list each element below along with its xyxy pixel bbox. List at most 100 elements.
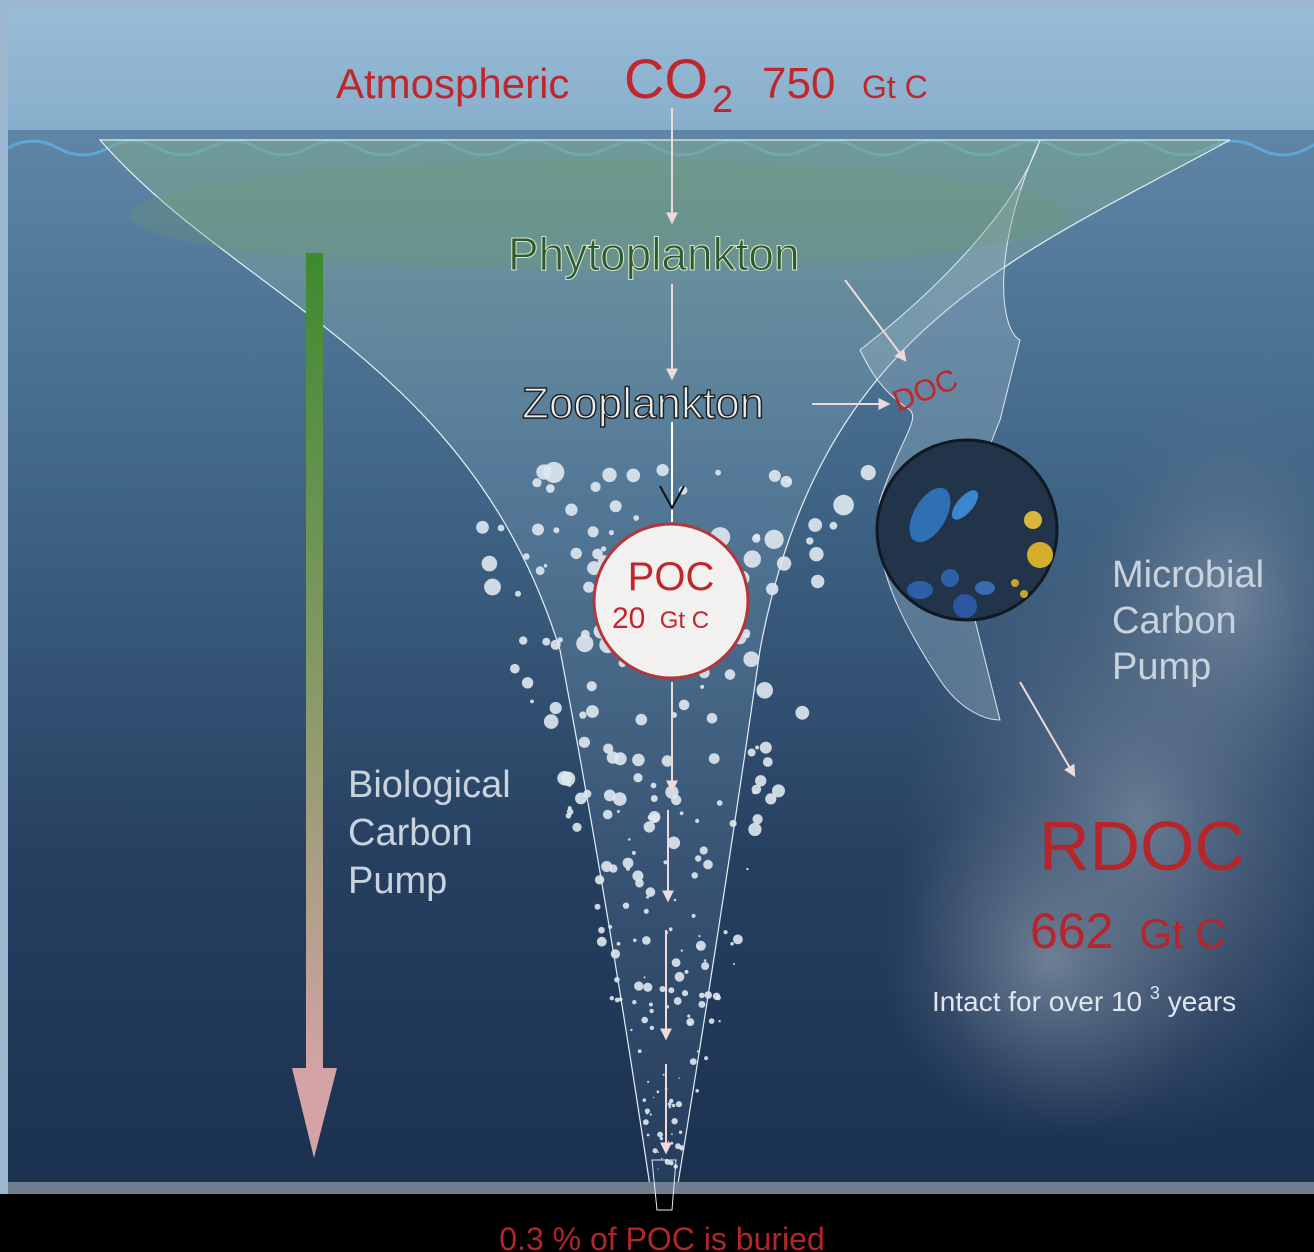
microbial-pump-line2: Carbon <box>1112 600 1237 642</box>
poc-particle <box>667 1102 672 1107</box>
poc-particle <box>643 821 655 833</box>
poc-particle <box>643 1119 649 1126</box>
poc-particle <box>583 789 592 799</box>
poc-particle <box>549 701 562 715</box>
poc-particle <box>650 795 658 802</box>
poc-particle <box>766 582 779 596</box>
svg-text:Atmospheric CO 2: Atmospheric CO 2 750 Gt C <box>336 47 928 121</box>
poc-particle <box>730 942 734 946</box>
poc-particle <box>695 1089 699 1093</box>
poc-particle <box>587 561 602 576</box>
poc-particle <box>678 1077 680 1079</box>
rdoc-unit: Gt C <box>1139 910 1225 957</box>
poc-particle <box>755 745 760 750</box>
poc-particle <box>674 971 685 982</box>
poc-particle <box>590 481 601 492</box>
poc-unit: Gt C <box>660 607 709 634</box>
rdoc-note: Intact for over 10 3 years <box>932 974 1236 1017</box>
poc-particle <box>646 1133 650 1137</box>
poc-particle <box>860 465 876 481</box>
rdoc-note-prefix: Intact for over 10 <box>932 986 1142 1017</box>
co-symbol: CO <box>624 47 708 110</box>
poc-particle <box>659 1136 664 1141</box>
poc-particle <box>603 743 614 754</box>
atmosphere-unit: Gt C <box>862 69 928 105</box>
microbial-pump-line3: Pump <box>1112 646 1211 688</box>
poc-particle <box>663 860 668 865</box>
poc-value-group: 20 Gt C <box>612 602 709 635</box>
poc-particle <box>668 987 675 994</box>
arrow-microbial-to-rdoc <box>1019 681 1076 778</box>
poc-particle <box>673 997 682 1005</box>
poc-particle <box>532 523 544 536</box>
poc-particle <box>695 855 702 862</box>
poc-particle <box>671 1118 678 1125</box>
poc-particle <box>484 578 501 596</box>
poc-particle <box>521 677 534 689</box>
zooplankton-label: Zooplankton <box>522 379 764 428</box>
poc-particle <box>481 555 498 572</box>
poc-particle <box>576 635 594 653</box>
poc-particle <box>587 526 599 538</box>
biological-pump-arrow <box>292 253 337 1158</box>
poc-particle <box>809 547 824 562</box>
poc-particle <box>765 793 777 805</box>
poc-particle <box>768 469 781 482</box>
poc-particle <box>497 524 505 532</box>
poc-particle <box>706 713 718 724</box>
poc-particle <box>733 934 743 945</box>
atmosphere-value: 750 <box>762 59 835 108</box>
poc-particle <box>632 870 644 882</box>
poc-particle <box>632 1000 637 1005</box>
poc-particle <box>708 1018 715 1024</box>
poc-particle <box>594 875 605 885</box>
poc-particle <box>622 857 634 869</box>
poc-particle <box>695 940 706 951</box>
poc-particle <box>630 1028 633 1032</box>
poc-particle <box>756 682 773 699</box>
poc-particle <box>570 547 582 560</box>
poc-particle <box>602 467 617 483</box>
biological-pump-line2: Carbon <box>348 812 473 854</box>
poc-particle <box>743 550 761 568</box>
poc-particle <box>613 792 627 806</box>
poc-particle <box>634 981 644 991</box>
poc-particle <box>631 850 636 855</box>
poc-particle <box>678 1130 683 1134</box>
poc-particle <box>515 590 521 597</box>
poc-particle <box>700 684 705 689</box>
poc-particle <box>689 1058 697 1065</box>
poc-particle <box>679 1146 683 1149</box>
poc-particle <box>476 520 489 534</box>
poc-particle <box>657 1151 660 1153</box>
poc-particle <box>668 1105 672 1109</box>
biological-pump-label: Biological Carbon Pump <box>348 764 511 902</box>
poc-particle <box>681 990 689 997</box>
poc-particle <box>752 790 757 795</box>
poc-particle <box>641 1016 648 1024</box>
poc-particle <box>644 1108 651 1114</box>
poc-particle <box>811 574 825 589</box>
poc-particle <box>723 930 728 935</box>
poc-particle <box>652 1148 658 1154</box>
poc-particle <box>510 663 520 674</box>
poc-particle <box>687 1014 691 1018</box>
poc-particle <box>703 959 707 962</box>
rdoc-note-sup: 3 <box>1150 983 1160 1003</box>
poc-particle <box>691 913 696 918</box>
rdoc-note-suffix: years <box>1168 986 1236 1017</box>
rdoc-value: 662 <box>1030 903 1113 959</box>
biological-pump-line1: Biological <box>348 764 511 806</box>
co-subscript: 2 <box>712 79 733 121</box>
poc-particle <box>698 1000 706 1008</box>
poc-particle <box>667 836 681 850</box>
poc-particle <box>671 1103 676 1108</box>
microbial-pump-label: Microbial Carbon Pump <box>1112 554 1264 688</box>
poc-particle <box>614 997 620 1003</box>
poc-particle <box>572 822 582 832</box>
poc-particle <box>532 478 542 488</box>
poc-particle <box>580 629 590 639</box>
poc-particle <box>806 537 814 545</box>
poc-particle <box>635 713 648 726</box>
